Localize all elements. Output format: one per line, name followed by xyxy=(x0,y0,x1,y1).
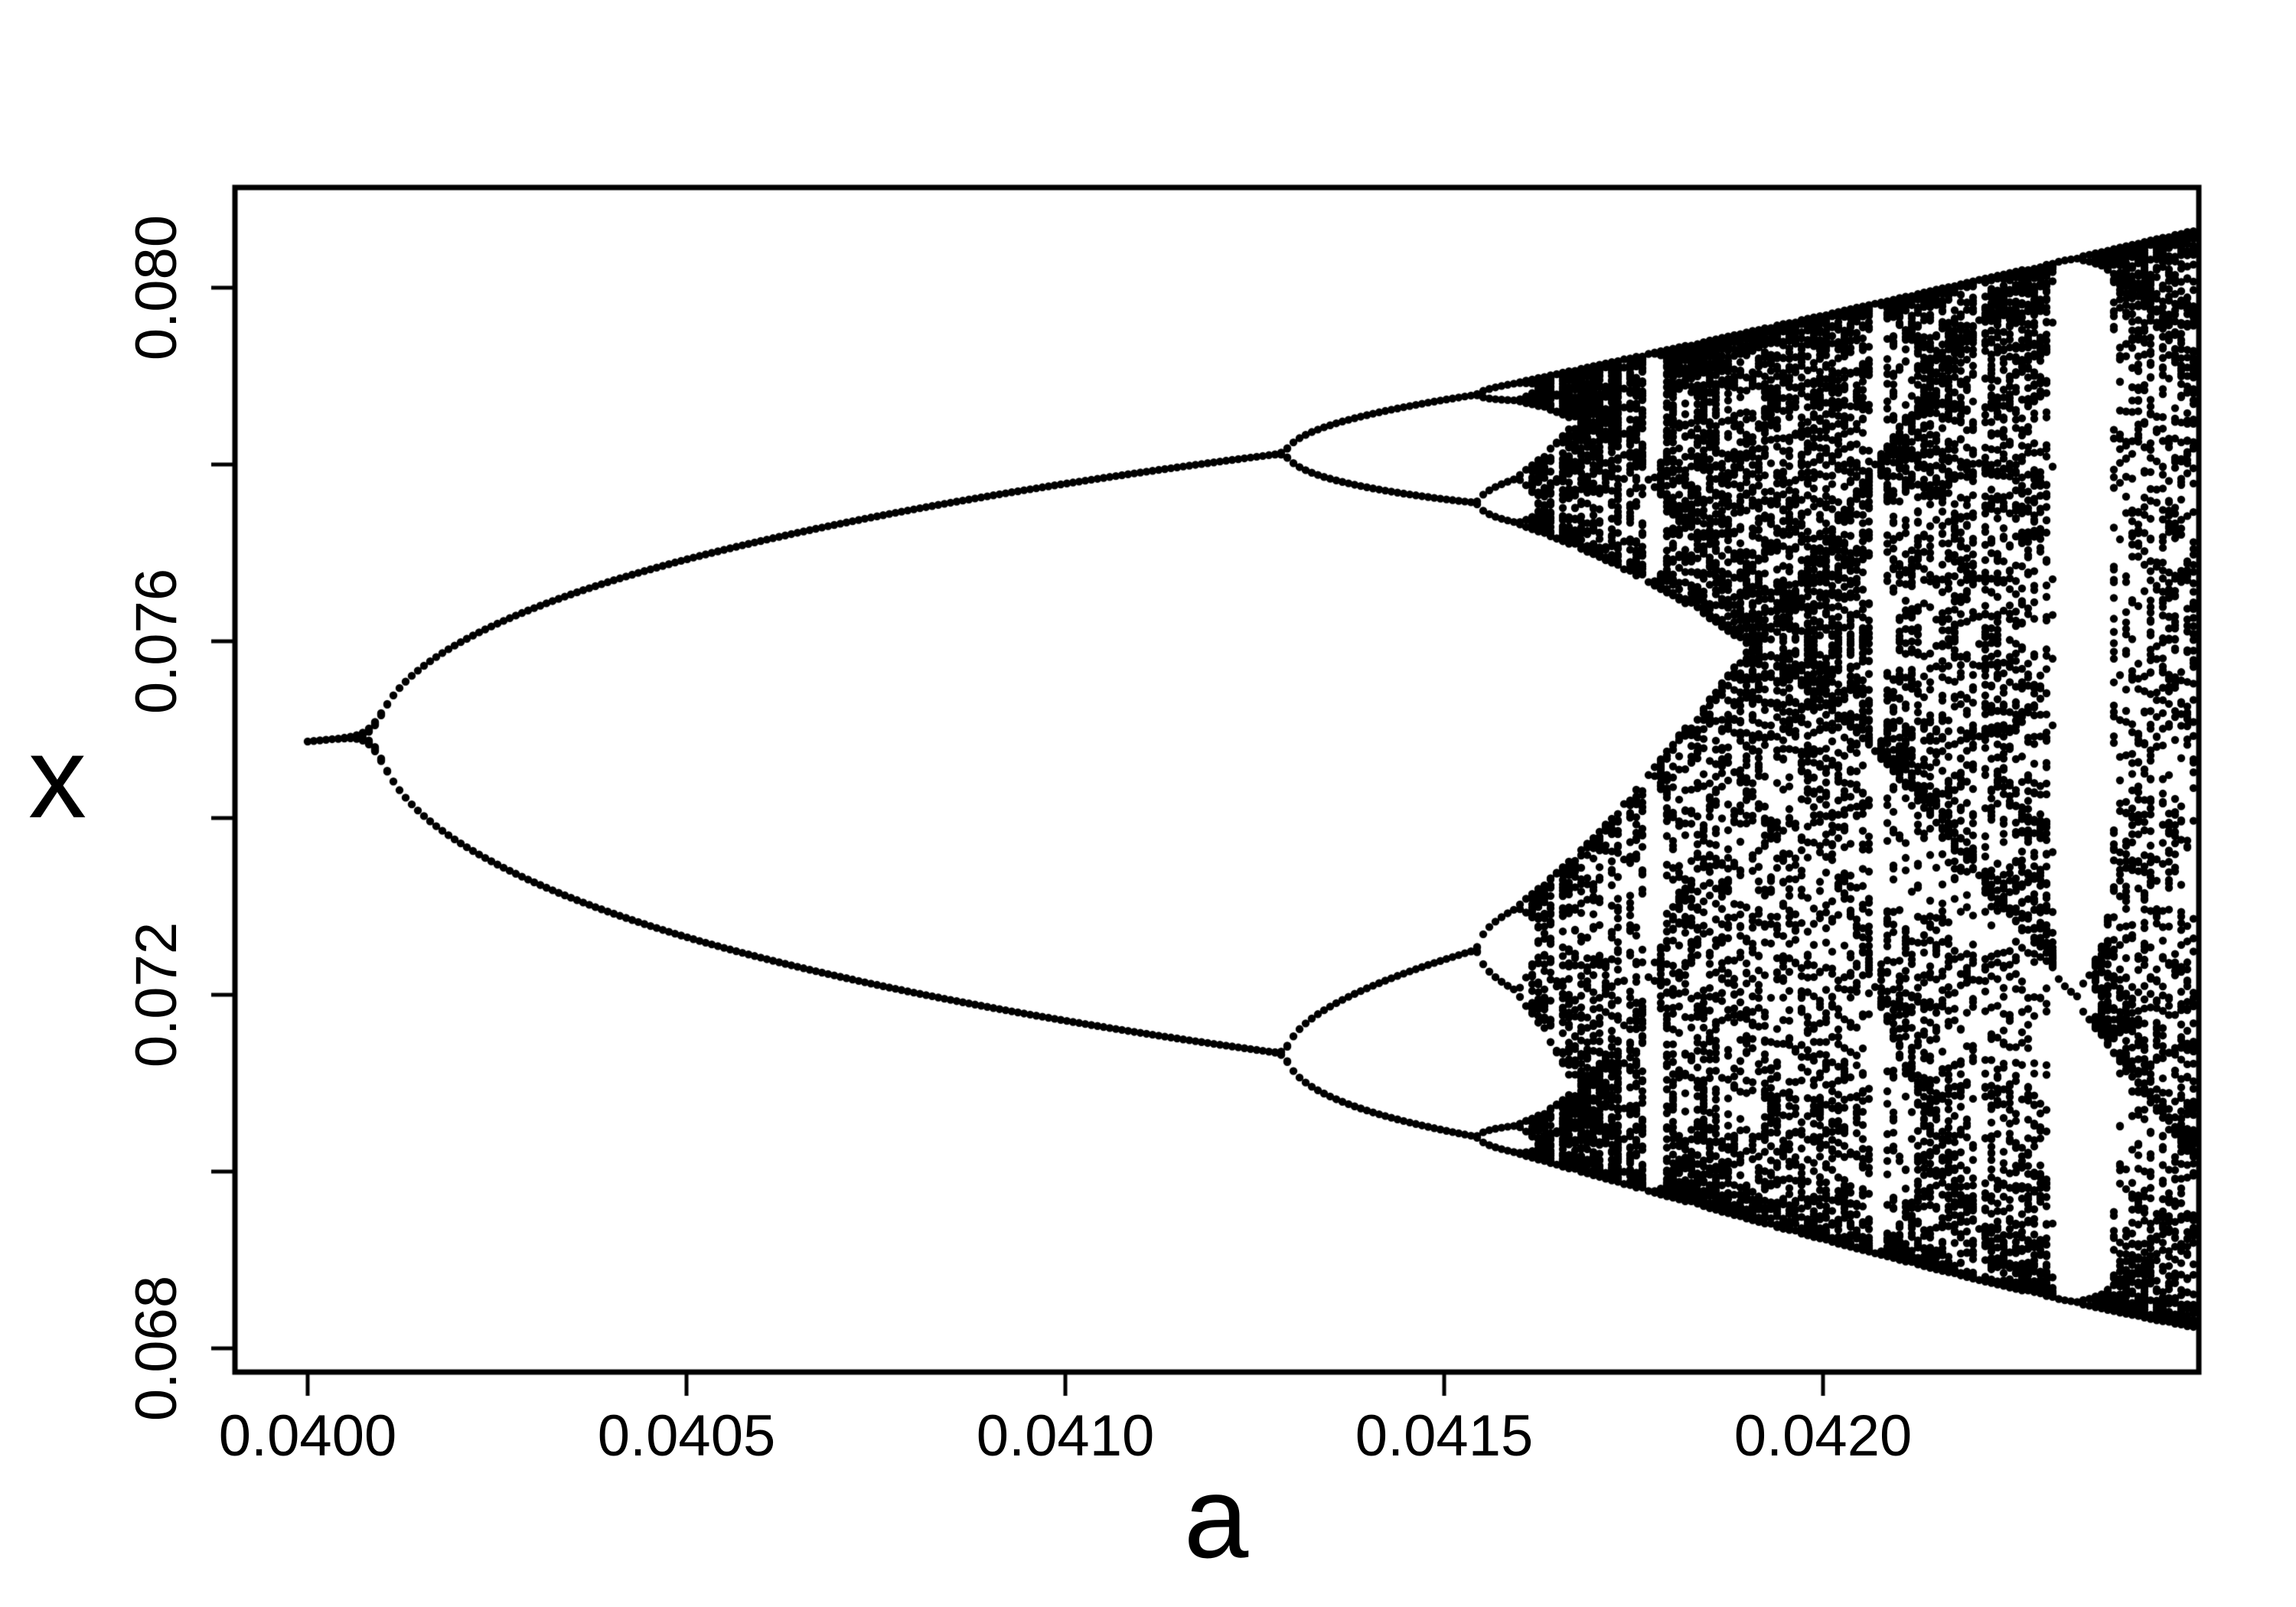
y-tick-label: 0.080 xyxy=(124,214,189,361)
x-tick-label: 0.0400 xyxy=(218,1403,397,1468)
y-tick-label: 0.068 xyxy=(124,1275,189,1422)
x-tick-label: 0.0405 xyxy=(597,1403,776,1468)
y-tick-label: 0.072 xyxy=(124,921,189,1068)
x-tick-label: 0.0410 xyxy=(976,1403,1155,1468)
x-tick-label: 0.0420 xyxy=(1733,1403,1913,1468)
y-axis-title: x xyxy=(28,712,86,843)
x-tick-label: 0.0415 xyxy=(1355,1403,1534,1468)
x-axis-title: a xyxy=(1183,1452,1249,1583)
y-tick-label: 0.076 xyxy=(124,568,189,715)
